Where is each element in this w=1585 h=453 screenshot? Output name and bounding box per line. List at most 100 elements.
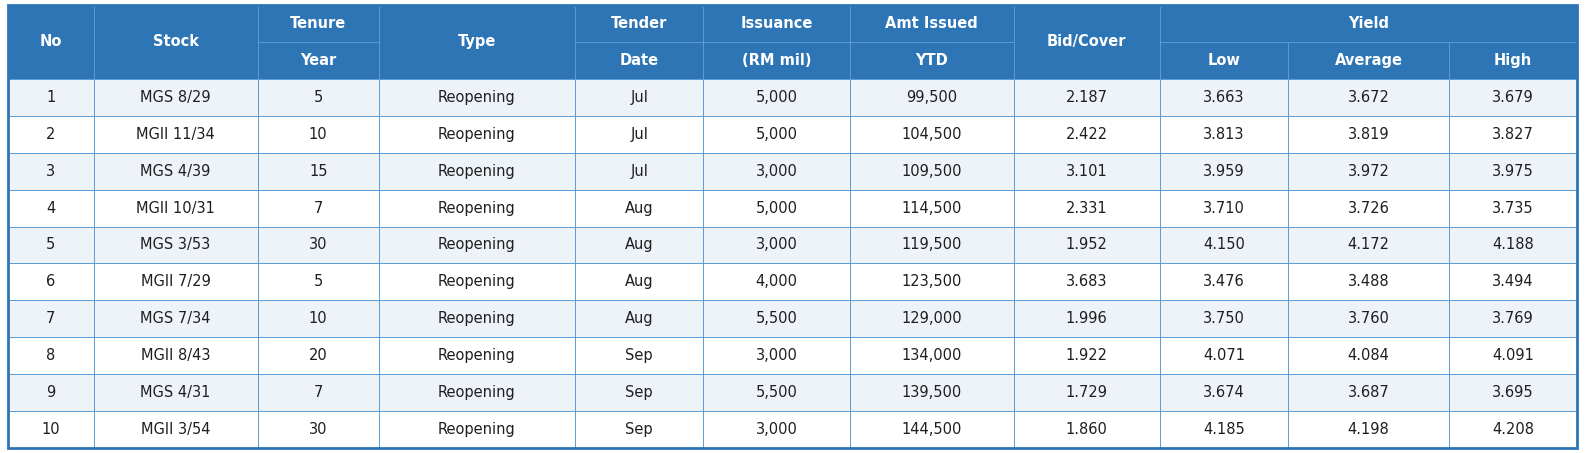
Text: Reopening: Reopening xyxy=(437,90,515,105)
Bar xyxy=(1160,411,1289,448)
Text: 15: 15 xyxy=(309,164,328,178)
Text: 3.476: 3.476 xyxy=(1203,275,1244,289)
Text: Yield: Yield xyxy=(1347,15,1388,30)
Bar xyxy=(1289,153,1449,189)
Bar xyxy=(575,116,704,153)
Bar xyxy=(257,189,379,226)
Bar xyxy=(379,411,575,448)
Text: MGS 7/34: MGS 7/34 xyxy=(141,312,211,327)
Bar xyxy=(575,189,704,226)
Text: MGII 8/43: MGII 8/43 xyxy=(141,348,211,363)
Text: 3.679: 3.679 xyxy=(1491,90,1534,105)
Text: 7: 7 xyxy=(46,312,55,327)
Bar xyxy=(1289,337,1449,375)
Bar xyxy=(257,411,379,448)
Bar xyxy=(1014,375,1160,411)
Bar xyxy=(1014,5,1160,78)
Bar xyxy=(850,153,1014,189)
Bar xyxy=(8,153,94,189)
Bar xyxy=(8,411,94,448)
Bar xyxy=(1160,264,1289,300)
Text: 3,000: 3,000 xyxy=(756,423,797,438)
Text: Amt Issued: Amt Issued xyxy=(884,15,978,30)
Bar xyxy=(1160,300,1289,337)
Text: 3,000: 3,000 xyxy=(756,164,797,178)
Bar xyxy=(94,300,257,337)
Text: 144,500: 144,500 xyxy=(902,423,962,438)
Bar xyxy=(850,375,1014,411)
Bar xyxy=(1014,300,1160,337)
Bar xyxy=(94,116,257,153)
Text: Reopening: Reopening xyxy=(437,201,515,216)
Bar xyxy=(850,337,1014,375)
Bar xyxy=(94,411,257,448)
Text: 30: 30 xyxy=(309,237,328,252)
Text: 1.729: 1.729 xyxy=(1065,386,1108,400)
Text: 2: 2 xyxy=(46,126,55,141)
Text: 30: 30 xyxy=(309,423,328,438)
Bar xyxy=(1014,337,1160,375)
Bar xyxy=(1014,116,1160,153)
Bar xyxy=(850,42,1014,78)
Text: 99,500: 99,500 xyxy=(907,90,957,105)
Bar xyxy=(1449,300,1577,337)
Bar xyxy=(257,153,379,189)
Text: 4.188: 4.188 xyxy=(1491,237,1534,252)
Bar xyxy=(379,300,575,337)
Bar xyxy=(1449,337,1577,375)
Text: 134,000: 134,000 xyxy=(902,348,962,363)
Text: Date: Date xyxy=(620,53,659,67)
Text: Jul: Jul xyxy=(631,126,648,141)
Bar xyxy=(94,226,257,264)
Text: MGII 3/54: MGII 3/54 xyxy=(141,423,211,438)
Bar xyxy=(1014,264,1160,300)
Bar xyxy=(8,375,94,411)
Bar xyxy=(1289,226,1449,264)
Bar xyxy=(1014,78,1160,116)
Bar xyxy=(704,375,850,411)
Bar xyxy=(94,189,257,226)
Text: 3.769: 3.769 xyxy=(1491,312,1534,327)
Bar xyxy=(850,5,1014,42)
Bar xyxy=(1014,411,1160,448)
Bar xyxy=(257,337,379,375)
Text: Reopening: Reopening xyxy=(437,312,515,327)
Bar xyxy=(379,375,575,411)
Bar xyxy=(704,300,850,337)
Text: 139,500: 139,500 xyxy=(902,386,962,400)
Bar xyxy=(1160,153,1289,189)
Bar xyxy=(8,189,94,226)
Bar xyxy=(850,189,1014,226)
Text: MGS 3/53: MGS 3/53 xyxy=(141,237,211,252)
Bar xyxy=(257,226,379,264)
Bar xyxy=(257,153,379,189)
Bar xyxy=(257,264,379,300)
Bar xyxy=(1014,189,1160,226)
Text: 1.952: 1.952 xyxy=(1065,237,1108,252)
Text: 5,500: 5,500 xyxy=(756,386,797,400)
Bar xyxy=(1289,78,1449,116)
Text: 2.422: 2.422 xyxy=(1065,126,1108,141)
Bar xyxy=(1014,189,1160,226)
Bar xyxy=(1289,226,1449,264)
Bar xyxy=(575,189,704,226)
Text: 3: 3 xyxy=(46,164,55,178)
Text: Tender: Tender xyxy=(610,15,667,30)
Bar xyxy=(1014,411,1160,448)
Bar xyxy=(1449,189,1577,226)
Bar xyxy=(1160,189,1289,226)
Text: 104,500: 104,500 xyxy=(902,126,962,141)
Text: 3.695: 3.695 xyxy=(1491,386,1534,400)
Bar xyxy=(94,411,257,448)
Bar xyxy=(8,5,94,78)
Bar xyxy=(704,300,850,337)
Text: 4.084: 4.084 xyxy=(1347,348,1390,363)
Bar xyxy=(8,411,94,448)
Text: 4.185: 4.185 xyxy=(1203,423,1244,438)
Bar xyxy=(1449,78,1577,116)
Bar xyxy=(1449,375,1577,411)
Bar xyxy=(1449,411,1577,448)
Bar xyxy=(850,300,1014,337)
Text: Sep: Sep xyxy=(626,348,653,363)
Bar xyxy=(257,226,379,264)
